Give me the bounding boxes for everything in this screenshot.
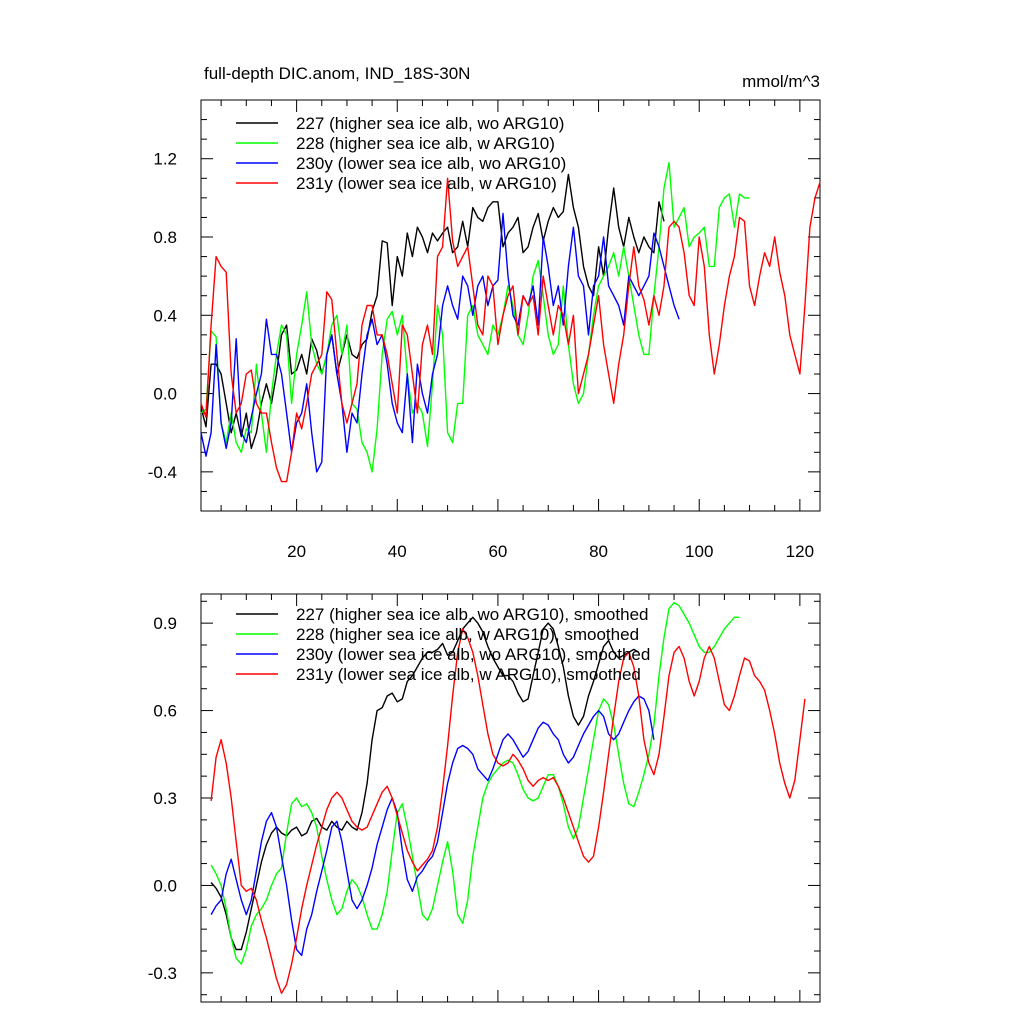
legend-label: 230y (lower sea ice alb, wo ARG10), smoo… bbox=[296, 645, 650, 664]
x-tick-label: 20 bbox=[287, 542, 306, 561]
y-tick-label: -0.3 bbox=[148, 964, 177, 983]
y-tick-label: -0.4 bbox=[148, 463, 177, 482]
legend-label: 228 (higher sea ice alb, w ARG10) bbox=[296, 134, 555, 153]
legend-label: 227 (higher sea ice alb, wo ARG10), smoo… bbox=[296, 605, 648, 624]
legend-label: 228 (higher sea ice alb, w ARG10), smoot… bbox=[296, 625, 639, 644]
top-panel: -0.4 0.0 0.4 0.8 1.2 20 40 60 80 100 120 full-depth… bbox=[148, 64, 821, 561]
x-tick-label: 80 bbox=[589, 542, 608, 561]
y-tick-label: 0.4 bbox=[153, 306, 177, 325]
plot-frame bbox=[200, 99, 821, 512]
y-tick-label: 0.0 bbox=[153, 385, 177, 404]
y-tick-label: 0.8 bbox=[153, 228, 177, 247]
y-tick-label: 0.9 bbox=[153, 614, 177, 633]
y-tick-label: 0.0 bbox=[153, 876, 177, 895]
series-line-smoothed-1 bbox=[210, 602, 740, 965]
series-line-smoothed-2 bbox=[210, 695, 655, 957]
series-line-smoothed-0 bbox=[210, 616, 640, 951]
y-tick-label: 0.3 bbox=[153, 789, 177, 808]
legend-label: 231y (lower sea ice alb, w ARG10), smoot… bbox=[296, 665, 641, 684]
legend-label: 230y (lower sea ice alb, wo ARG10) bbox=[296, 154, 566, 173]
legend-label: 227 (higher sea ice alb, wo ARG10) bbox=[296, 114, 564, 133]
y-tick-label: 0.6 bbox=[153, 702, 177, 721]
series-line-smoothed-3 bbox=[210, 628, 806, 994]
chart-title: full-depth DIC.anom, IND_18S-30N bbox=[204, 64, 470, 83]
units-label: mmol/m^3 bbox=[742, 72, 820, 91]
bottom-panel: -0.3 0.0 0.3 0.6 0.9 227 (higher sea ice alb,… bbox=[148, 593, 821, 1003]
series-line-raw-3 bbox=[200, 177, 821, 483]
x-tick-label: 120 bbox=[786, 542, 814, 561]
x-tick-label: 100 bbox=[685, 542, 713, 561]
y-tick-label: 1.2 bbox=[153, 150, 177, 169]
x-tick-label: 60 bbox=[488, 542, 507, 561]
series-line-raw-2 bbox=[200, 212, 680, 473]
series-line-raw-1 bbox=[200, 161, 750, 473]
legend-label: 231y (lower sea ice alb, w ARG10) bbox=[296, 174, 557, 193]
x-tick-label: 40 bbox=[388, 542, 407, 561]
